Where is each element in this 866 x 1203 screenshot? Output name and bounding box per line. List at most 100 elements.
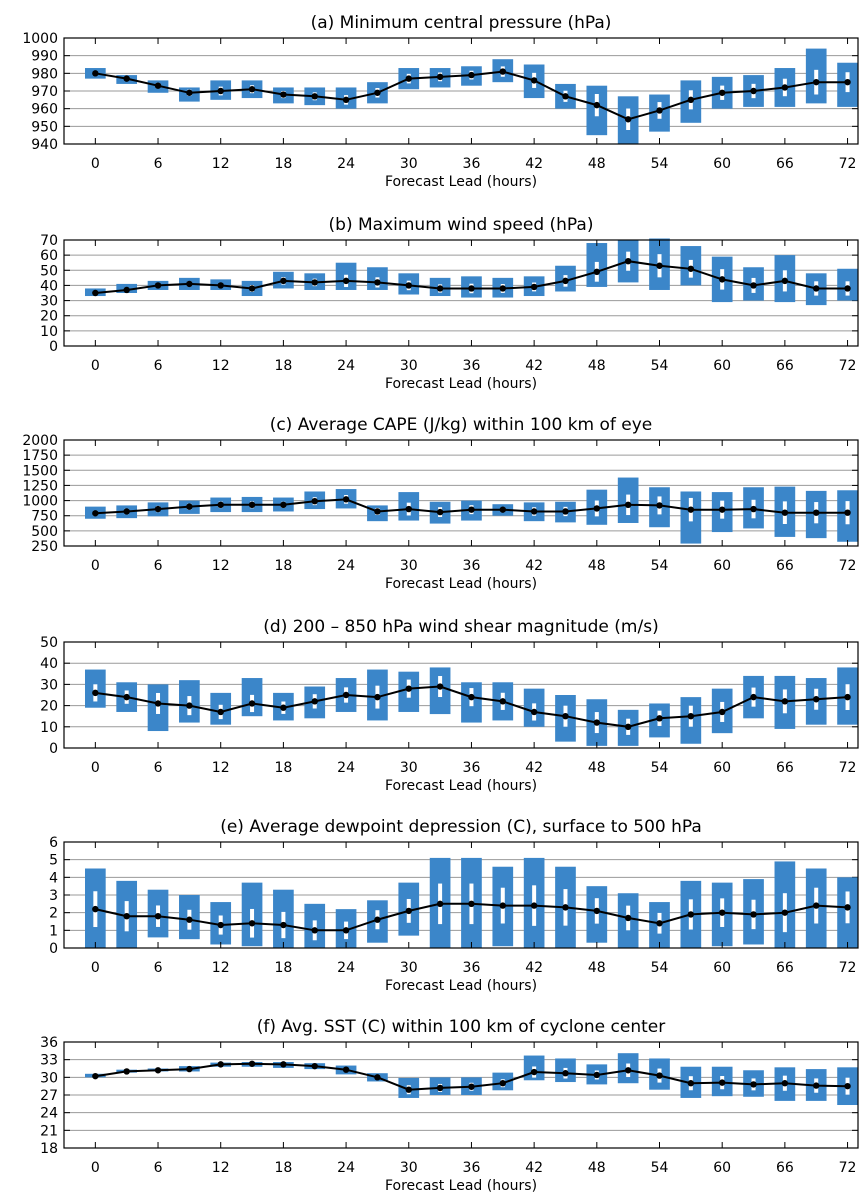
- mean-point: [217, 1061, 224, 1068]
- y-tick-label: 1500: [22, 463, 58, 479]
- x-tick-label: 12: [212, 1160, 230, 1176]
- x-tick-label: 6: [154, 358, 163, 374]
- x-tick-label: 66: [776, 558, 794, 574]
- mean-point: [92, 1072, 99, 1080]
- y-tick-label: 20: [40, 309, 58, 325]
- y-tick-label: 0: [49, 339, 58, 355]
- mean-point: [562, 508, 569, 515]
- mean-point: [154, 505, 162, 513]
- y-tick-label: 4: [49, 870, 58, 886]
- x-tick-label: 72: [839, 558, 857, 574]
- y-tick-label: 5: [49, 853, 58, 869]
- mean-point: [123, 286, 130, 294]
- x-tick-label: 0: [91, 156, 100, 172]
- mean-point: [530, 508, 538, 515]
- x-tick-label: 18: [274, 1160, 292, 1176]
- mean-point: [186, 280, 193, 288]
- mean-point: [436, 900, 444, 908]
- plot-frame: [63, 641, 859, 749]
- mean-point: [781, 1080, 789, 1087]
- mean-point: [374, 693, 381, 701]
- mean-point: [530, 708, 538, 716]
- mean-point: [813, 696, 820, 703]
- y-tick-label: 2000: [22, 433, 58, 449]
- mean-point: [186, 1065, 193, 1073]
- mean-point: [750, 1081, 757, 1088]
- mean-point: [530, 283, 538, 291]
- mean-point: [92, 289, 99, 297]
- y-tick-label: 0: [49, 941, 58, 957]
- mean-point: [718, 1079, 726, 1086]
- mean-point: [154, 282, 162, 289]
- mean-point: [813, 509, 820, 516]
- mean-point: [593, 1071, 601, 1079]
- x-tick-label: 18: [274, 558, 292, 574]
- mean-point: [123, 913, 130, 920]
- mean-point: [154, 1067, 162, 1074]
- x-tick-label: 54: [651, 760, 669, 776]
- mean-point: [280, 277, 287, 285]
- chart-panel-5: (e) Average dewpoint depression (C), sur…: [49, 817, 859, 994]
- mean-point: [436, 683, 444, 690]
- y-tick-label: 36: [40, 1035, 58, 1051]
- x-axis-label: Forecast Lead (hours): [385, 978, 537, 994]
- y-tick-label: 30: [40, 1070, 58, 1086]
- x-tick-label: 72: [839, 1160, 857, 1176]
- mean-point: [436, 1084, 444, 1092]
- y-tick-label: 10: [40, 324, 58, 340]
- mean-point: [468, 1083, 475, 1090]
- mean-point: [562, 277, 569, 285]
- mean-point: [530, 902, 538, 909]
- mean-point: [687, 265, 695, 272]
- x-tick-label: 72: [839, 156, 857, 172]
- mean-point: [530, 1068, 538, 1076]
- x-tick-label: 54: [651, 358, 669, 374]
- x-tick-label: 42: [525, 960, 543, 976]
- x-tick-label: 36: [463, 1160, 481, 1176]
- mean-point: [154, 700, 162, 707]
- x-tick-label: 48: [588, 960, 606, 976]
- mean-point: [624, 501, 632, 509]
- mean-point: [248, 86, 256, 93]
- x-tick-label: 24: [337, 558, 355, 574]
- y-tick-label: 30: [40, 294, 58, 310]
- mean-point: [248, 700, 256, 707]
- mean-point: [844, 693, 851, 701]
- x-tick-label: 18: [274, 156, 292, 172]
- mean-point: [92, 70, 99, 77]
- mean-point: [311, 279, 318, 286]
- x-tick-label: 18: [274, 960, 292, 976]
- mean-point: [248, 501, 256, 509]
- y-tick-label: 1750: [22, 448, 58, 464]
- y-tick-label: 50: [40, 263, 58, 279]
- x-tick-label: 24: [337, 358, 355, 374]
- x-tick-label: 6: [154, 1160, 163, 1176]
- x-tick-label: 36: [463, 960, 481, 976]
- x-tick-label: 48: [588, 1160, 606, 1176]
- mean-point: [468, 71, 475, 79]
- chart-panel-4: (d) 200 – 850 hPa wind shear magnitude (…: [40, 617, 859, 794]
- mean-point: [374, 508, 381, 515]
- x-tick-label: 42: [525, 358, 543, 374]
- mean-point: [405, 1086, 412, 1093]
- mean-point: [593, 101, 601, 109]
- x-tick-label: 42: [525, 1160, 543, 1176]
- mean-point: [405, 685, 412, 692]
- x-tick-label: 12: [212, 558, 230, 574]
- mean-point: [718, 506, 726, 513]
- mean-point: [342, 691, 350, 699]
- chart-panel-1: (a) Minimum central pressure (hPa) 940 950…: [22, 13, 859, 190]
- mean-point: [217, 87, 224, 95]
- mean-point: [154, 82, 162, 89]
- mean-point: [311, 698, 318, 705]
- x-tick-label: 12: [212, 760, 230, 776]
- mean-point: [405, 282, 412, 289]
- mean-point: [593, 268, 601, 275]
- x-axis-label: Forecast Lead (hours): [385, 576, 537, 592]
- x-tick-label: 66: [776, 358, 794, 374]
- x-tick-label: 0: [91, 558, 100, 574]
- mean-point: [499, 506, 506, 513]
- mean-point: [624, 1067, 632, 1074]
- y-tick-label: 20: [40, 699, 58, 715]
- x-tick-label: 72: [839, 760, 857, 776]
